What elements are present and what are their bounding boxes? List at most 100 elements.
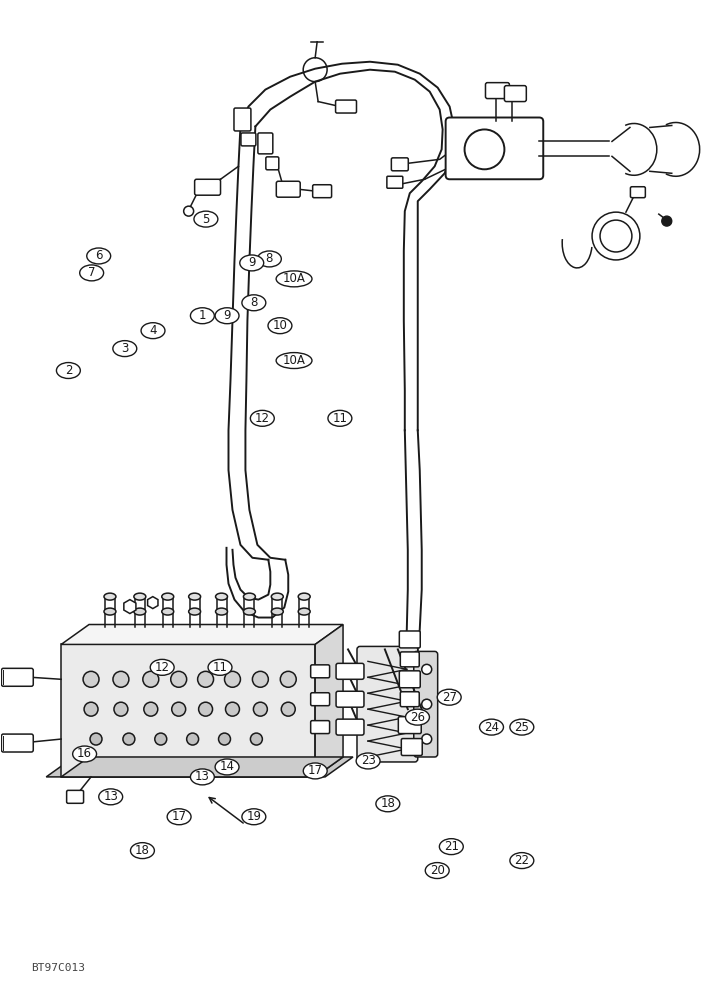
FancyBboxPatch shape (195, 179, 220, 195)
Ellipse shape (242, 809, 266, 825)
Text: 6: 6 (95, 249, 103, 262)
Circle shape (171, 671, 187, 687)
Ellipse shape (57, 363, 80, 378)
FancyBboxPatch shape (336, 719, 364, 735)
Circle shape (251, 733, 263, 745)
Text: 5: 5 (202, 213, 210, 226)
FancyBboxPatch shape (399, 631, 421, 648)
FancyBboxPatch shape (311, 665, 330, 678)
Ellipse shape (510, 853, 534, 869)
Text: 10A: 10A (282, 354, 305, 367)
Ellipse shape (376, 796, 400, 812)
FancyBboxPatch shape (258, 133, 273, 154)
Circle shape (422, 699, 432, 709)
Ellipse shape (98, 789, 122, 805)
Text: 4: 4 (149, 324, 156, 337)
Text: 11: 11 (332, 412, 348, 425)
Ellipse shape (303, 763, 327, 779)
Circle shape (113, 671, 129, 687)
Text: 17: 17 (308, 764, 323, 777)
Ellipse shape (298, 593, 310, 600)
Polygon shape (61, 625, 343, 644)
FancyBboxPatch shape (1, 734, 33, 752)
Ellipse shape (104, 608, 116, 615)
Ellipse shape (510, 719, 534, 735)
FancyBboxPatch shape (336, 663, 364, 679)
Circle shape (143, 671, 159, 687)
FancyBboxPatch shape (392, 158, 409, 171)
Circle shape (83, 671, 99, 687)
Ellipse shape (161, 593, 173, 600)
Ellipse shape (438, 689, 461, 705)
Polygon shape (61, 644, 315, 777)
Circle shape (662, 216, 672, 226)
Ellipse shape (190, 769, 215, 785)
Ellipse shape (271, 593, 283, 600)
Ellipse shape (130, 843, 154, 859)
Text: 17: 17 (171, 810, 187, 823)
FancyBboxPatch shape (311, 693, 330, 706)
Ellipse shape (406, 709, 430, 725)
Ellipse shape (141, 323, 165, 339)
Ellipse shape (356, 753, 380, 769)
Circle shape (144, 702, 158, 716)
Text: 1: 1 (199, 309, 206, 322)
Ellipse shape (113, 341, 137, 357)
FancyBboxPatch shape (311, 721, 330, 734)
Ellipse shape (479, 719, 503, 735)
Ellipse shape (80, 265, 103, 281)
Text: 18: 18 (380, 797, 395, 810)
Ellipse shape (215, 608, 227, 615)
Ellipse shape (167, 809, 191, 825)
Ellipse shape (215, 308, 239, 324)
Ellipse shape (240, 255, 263, 271)
FancyBboxPatch shape (234, 108, 251, 131)
Text: 19: 19 (246, 810, 261, 823)
Text: 9: 9 (223, 309, 231, 322)
Ellipse shape (134, 608, 146, 615)
Circle shape (252, 671, 268, 687)
Circle shape (114, 702, 128, 716)
Ellipse shape (134, 593, 146, 600)
Ellipse shape (73, 746, 96, 762)
Text: 13: 13 (103, 790, 118, 803)
FancyBboxPatch shape (504, 86, 526, 102)
Circle shape (224, 671, 241, 687)
Text: 22: 22 (514, 854, 530, 867)
Text: 18: 18 (135, 844, 150, 857)
Text: 9: 9 (248, 256, 256, 269)
FancyBboxPatch shape (241, 133, 256, 146)
Circle shape (172, 702, 185, 716)
Ellipse shape (276, 353, 312, 369)
Ellipse shape (440, 839, 463, 855)
Ellipse shape (215, 593, 227, 600)
FancyBboxPatch shape (445, 118, 543, 179)
Ellipse shape (161, 608, 173, 615)
Circle shape (422, 734, 432, 744)
Text: 7: 7 (88, 266, 96, 279)
Text: 21: 21 (444, 840, 459, 853)
Ellipse shape (244, 608, 256, 615)
Ellipse shape (298, 608, 310, 615)
FancyBboxPatch shape (399, 717, 421, 734)
Text: 12: 12 (255, 412, 270, 425)
Text: 16: 16 (77, 747, 92, 760)
Circle shape (226, 702, 239, 716)
Text: 2: 2 (64, 364, 72, 377)
Polygon shape (46, 757, 353, 777)
Ellipse shape (215, 759, 239, 775)
Text: 3: 3 (121, 342, 128, 355)
Circle shape (187, 733, 199, 745)
Circle shape (422, 664, 432, 674)
Ellipse shape (188, 593, 200, 600)
FancyBboxPatch shape (1, 668, 33, 686)
Polygon shape (61, 757, 343, 777)
Text: 10A: 10A (282, 272, 305, 285)
Ellipse shape (268, 318, 292, 334)
FancyBboxPatch shape (67, 790, 84, 803)
Polygon shape (315, 625, 343, 777)
FancyBboxPatch shape (400, 692, 419, 707)
Ellipse shape (426, 863, 449, 879)
Ellipse shape (208, 659, 232, 675)
Circle shape (90, 733, 102, 745)
